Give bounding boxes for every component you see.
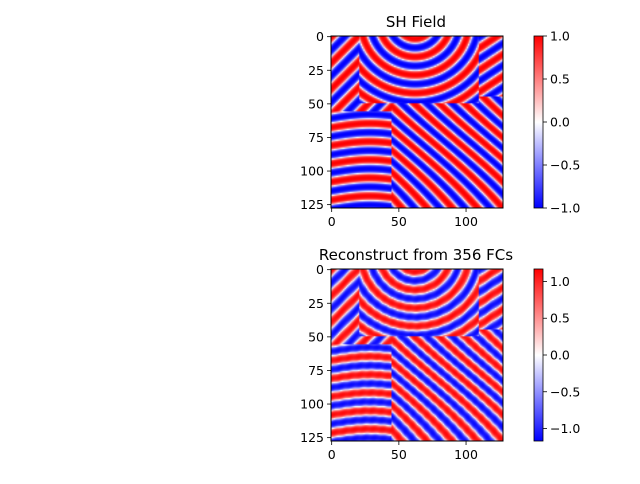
y-tick-label: 125 — [300, 430, 324, 445]
y-tick-label: 50 — [308, 96, 324, 111]
y-tick-label: 25 — [308, 296, 324, 311]
x-tick-label: 0 — [328, 214, 336, 229]
x-tick-label: 50 — [391, 447, 407, 462]
y-tick-label: 75 — [308, 130, 324, 145]
x-tick-label: 0 — [328, 447, 336, 462]
colorbar-tick-label: −1.0 — [550, 201, 580, 216]
plot-frame — [330, 35, 504, 209]
y-tick-label: 0 — [316, 262, 324, 277]
colorbar-tick-label: 0.5 — [550, 72, 570, 87]
y-tick-label: 100 — [300, 397, 324, 412]
panel-sh-field: SH Field 0 50 100 0 25 50 75 100 125 1.0 0.5 0.0 −0… — [300, 13, 580, 229]
y-tick-label: 0 — [316, 29, 324, 44]
colorbar — [533, 35, 544, 209]
panel-title: Reconstruct from 356 FCs — [319, 246, 513, 264]
colorbar-tick-label: 0.0 — [550, 115, 570, 130]
x-tick-label: 100 — [454, 214, 478, 229]
colorbar-tick-label: 1.0 — [550, 29, 570, 44]
colorbar-tick-label: 0.5 — [550, 311, 570, 326]
y-tick-label: 100 — [300, 164, 324, 179]
x-tick-label: 100 — [454, 447, 478, 462]
heatmap-image — [331, 36, 503, 208]
colorbar — [533, 268, 544, 442]
heatmap-image — [331, 269, 503, 441]
y-tick-label: 125 — [300, 197, 324, 212]
colorbar-tick-label: 1.0 — [550, 274, 570, 289]
y-tick-label: 75 — [308, 363, 324, 378]
colorbar-tick-label: −0.5 — [550, 384, 580, 399]
plot-frame — [330, 268, 504, 442]
y-tick-label: 50 — [308, 329, 324, 344]
y-tick-label: 25 — [308, 63, 324, 78]
x-tick-label: 50 — [391, 214, 407, 229]
colorbar-tick-label: 0.0 — [550, 348, 570, 363]
colorbar-tick-label: −1.0 — [550, 421, 580, 436]
panel-title: SH Field — [386, 13, 446, 31]
panel-reconstruction: Reconstruct from 356 FCs 0 50 100 0 25 50 75 10… — [300, 246, 580, 462]
colorbar-tick-label: −0.5 — [550, 158, 580, 173]
